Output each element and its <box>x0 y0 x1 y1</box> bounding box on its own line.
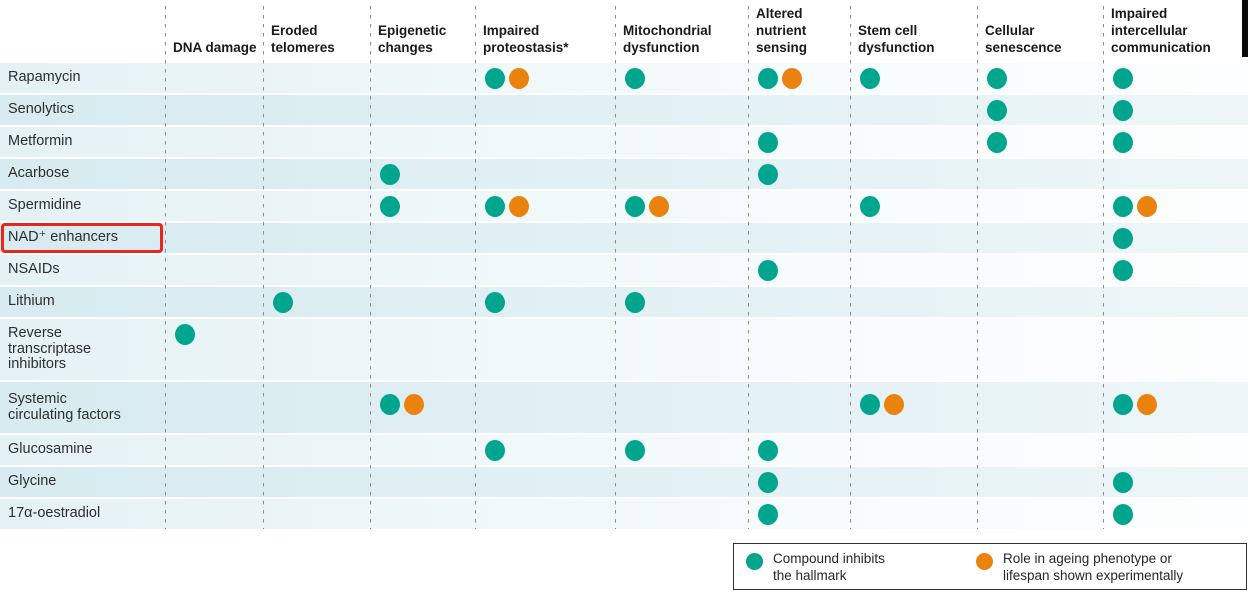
row-label: Metformin <box>8 133 73 150</box>
column-divider-line <box>263 6 264 529</box>
matrix-row: Systemic circulating factors <box>0 382 1248 433</box>
row-label: Glycine <box>8 473 57 490</box>
column-header: Impaired proteostasis* <box>483 23 569 55</box>
matrix-row: NAD⁺ enhancers <box>0 223 1248 253</box>
inhibits-dot-icon <box>485 292 505 313</box>
experimental-dot-icon <box>649 196 669 217</box>
row-label: Senolytics <box>8 101 75 118</box>
inhibits-dot-icon <box>987 68 1007 89</box>
column-header: Altered nutrient sensing <box>756 6 808 55</box>
column-header: Stem cell dysfunction <box>858 23 935 55</box>
inhibits-dot-icon <box>273 292 293 313</box>
inhibits-dot-icon <box>987 132 1007 153</box>
column-header: Eroded telomeres <box>271 23 335 55</box>
column-header-band: DNA damage Eroded telomeres Epigenetic cha… <box>0 0 1248 62</box>
inhibits-dot-icon <box>1113 100 1133 121</box>
experimental-dot-icon <box>509 196 529 217</box>
inhibits-dot-icon <box>1113 132 1133 153</box>
inhibits-dot-icon <box>380 394 400 415</box>
inhibits-dot-icon <box>485 196 505 217</box>
inhibits-dot-icon <box>175 324 195 345</box>
experimental-dot-icon <box>782 68 802 89</box>
row-label: Reverse transcriptase inhibitors <box>8 325 92 373</box>
matrix-row: Glycine <box>0 467 1248 497</box>
inhibits-dot-icon <box>1113 68 1133 89</box>
teal-dot-icon <box>746 553 763 570</box>
legend-label: Role in ageing phenotype or lifespan sho… <box>1003 551 1184 583</box>
screenshot-edge-artifact <box>1242 0 1248 57</box>
inhibits-dot-icon <box>1113 260 1133 281</box>
column-header: Cellular senescence <box>985 23 1062 55</box>
row-label: Rapamycin <box>8 69 81 86</box>
row-label: NAD⁺ enhancers <box>8 229 119 246</box>
column-divider-line <box>475 6 476 529</box>
inhibits-dot-icon <box>485 68 505 89</box>
inhibits-dot-icon <box>1113 504 1133 525</box>
column-divider-line <box>1103 6 1104 529</box>
inhibits-dot-icon <box>758 260 778 281</box>
legend-label: Compound inhibits the hallmark <box>773 551 885 583</box>
matrix-row: 17α-oestradiol <box>0 499 1248 529</box>
matrix-row: Reverse transcriptase inhibitors <box>0 319 1248 380</box>
inhibits-dot-icon <box>380 164 400 185</box>
matrix-row: Senolytics <box>0 95 1248 125</box>
inhibits-dot-icon <box>758 472 778 493</box>
inhibits-dot-icon <box>485 440 505 461</box>
row-label: Systemic circulating factors <box>8 391 121 423</box>
column-divider-line <box>850 6 851 529</box>
matrix-row: Metformin <box>0 127 1248 157</box>
matrix-row: Rapamycin <box>0 63 1248 93</box>
inhibits-dot-icon <box>1113 394 1133 415</box>
experimental-dot-icon <box>1137 394 1157 415</box>
inhibits-dot-icon <box>625 292 645 313</box>
column-header: Epigenetic changes <box>378 23 447 55</box>
inhibits-dot-icon <box>625 440 645 461</box>
column-divider-line <box>748 6 749 529</box>
matrix-row: Glucosamine <box>0 435 1248 465</box>
inhibits-dot-icon <box>380 196 400 217</box>
column-header: Mitochondrial dysfunction <box>623 23 712 55</box>
row-label: NSAIDs <box>8 261 60 278</box>
experimental-dot-icon <box>404 394 424 415</box>
column-divider-line <box>977 6 978 529</box>
inhibits-dot-icon <box>625 68 645 89</box>
row-label: Lithium <box>8 293 55 310</box>
row-label: Spermidine <box>8 197 82 214</box>
inhibits-dot-icon <box>758 132 778 153</box>
inhibits-dot-icon <box>1113 196 1133 217</box>
inhibits-dot-icon <box>758 68 778 89</box>
inhibits-dot-icon <box>987 100 1007 121</box>
row-label: 17α-oestradiol <box>8 505 101 522</box>
inhibits-dot-icon <box>860 196 880 217</box>
column-divider-line <box>615 6 616 529</box>
experimental-dot-icon <box>884 394 904 415</box>
experimental-dot-icon <box>509 68 529 89</box>
orange-dot-icon <box>976 553 993 570</box>
matrix-row: Spermidine <box>0 191 1248 221</box>
inhibits-dot-icon <box>758 504 778 525</box>
inhibits-dot-icon <box>625 196 645 217</box>
inhibits-dot-icon <box>860 394 880 415</box>
column-divider-line <box>165 6 166 529</box>
matrix-row: Lithium <box>0 287 1248 317</box>
legend-item-inhibits: Compound inhibits the hallmark <box>746 551 903 584</box>
column-header: DNA damage <box>173 40 257 55</box>
row-label: Glucosamine <box>8 441 93 458</box>
column-header: Impaired intercellular communication <box>1111 6 1211 55</box>
highlight-box <box>1 223 163 253</box>
experimental-dot-icon <box>1137 196 1157 217</box>
inhibits-dot-icon <box>860 68 880 89</box>
inhibits-dot-icon <box>758 440 778 461</box>
inhibits-dot-icon <box>758 164 778 185</box>
matrix-row: NSAIDs <box>0 255 1248 285</box>
row-label: Acarbose <box>8 165 70 182</box>
matrix-row: Acarbose <box>0 159 1248 189</box>
inhibits-dot-icon <box>1113 228 1133 249</box>
column-divider-line <box>370 6 371 529</box>
legend: Compound inhibits the hallmark Role in a… <box>733 543 1247 590</box>
inhibits-dot-icon <box>1113 472 1133 493</box>
legend-item-experimental: Role in ageing phenotype or lifespan sho… <box>976 551 1203 584</box>
